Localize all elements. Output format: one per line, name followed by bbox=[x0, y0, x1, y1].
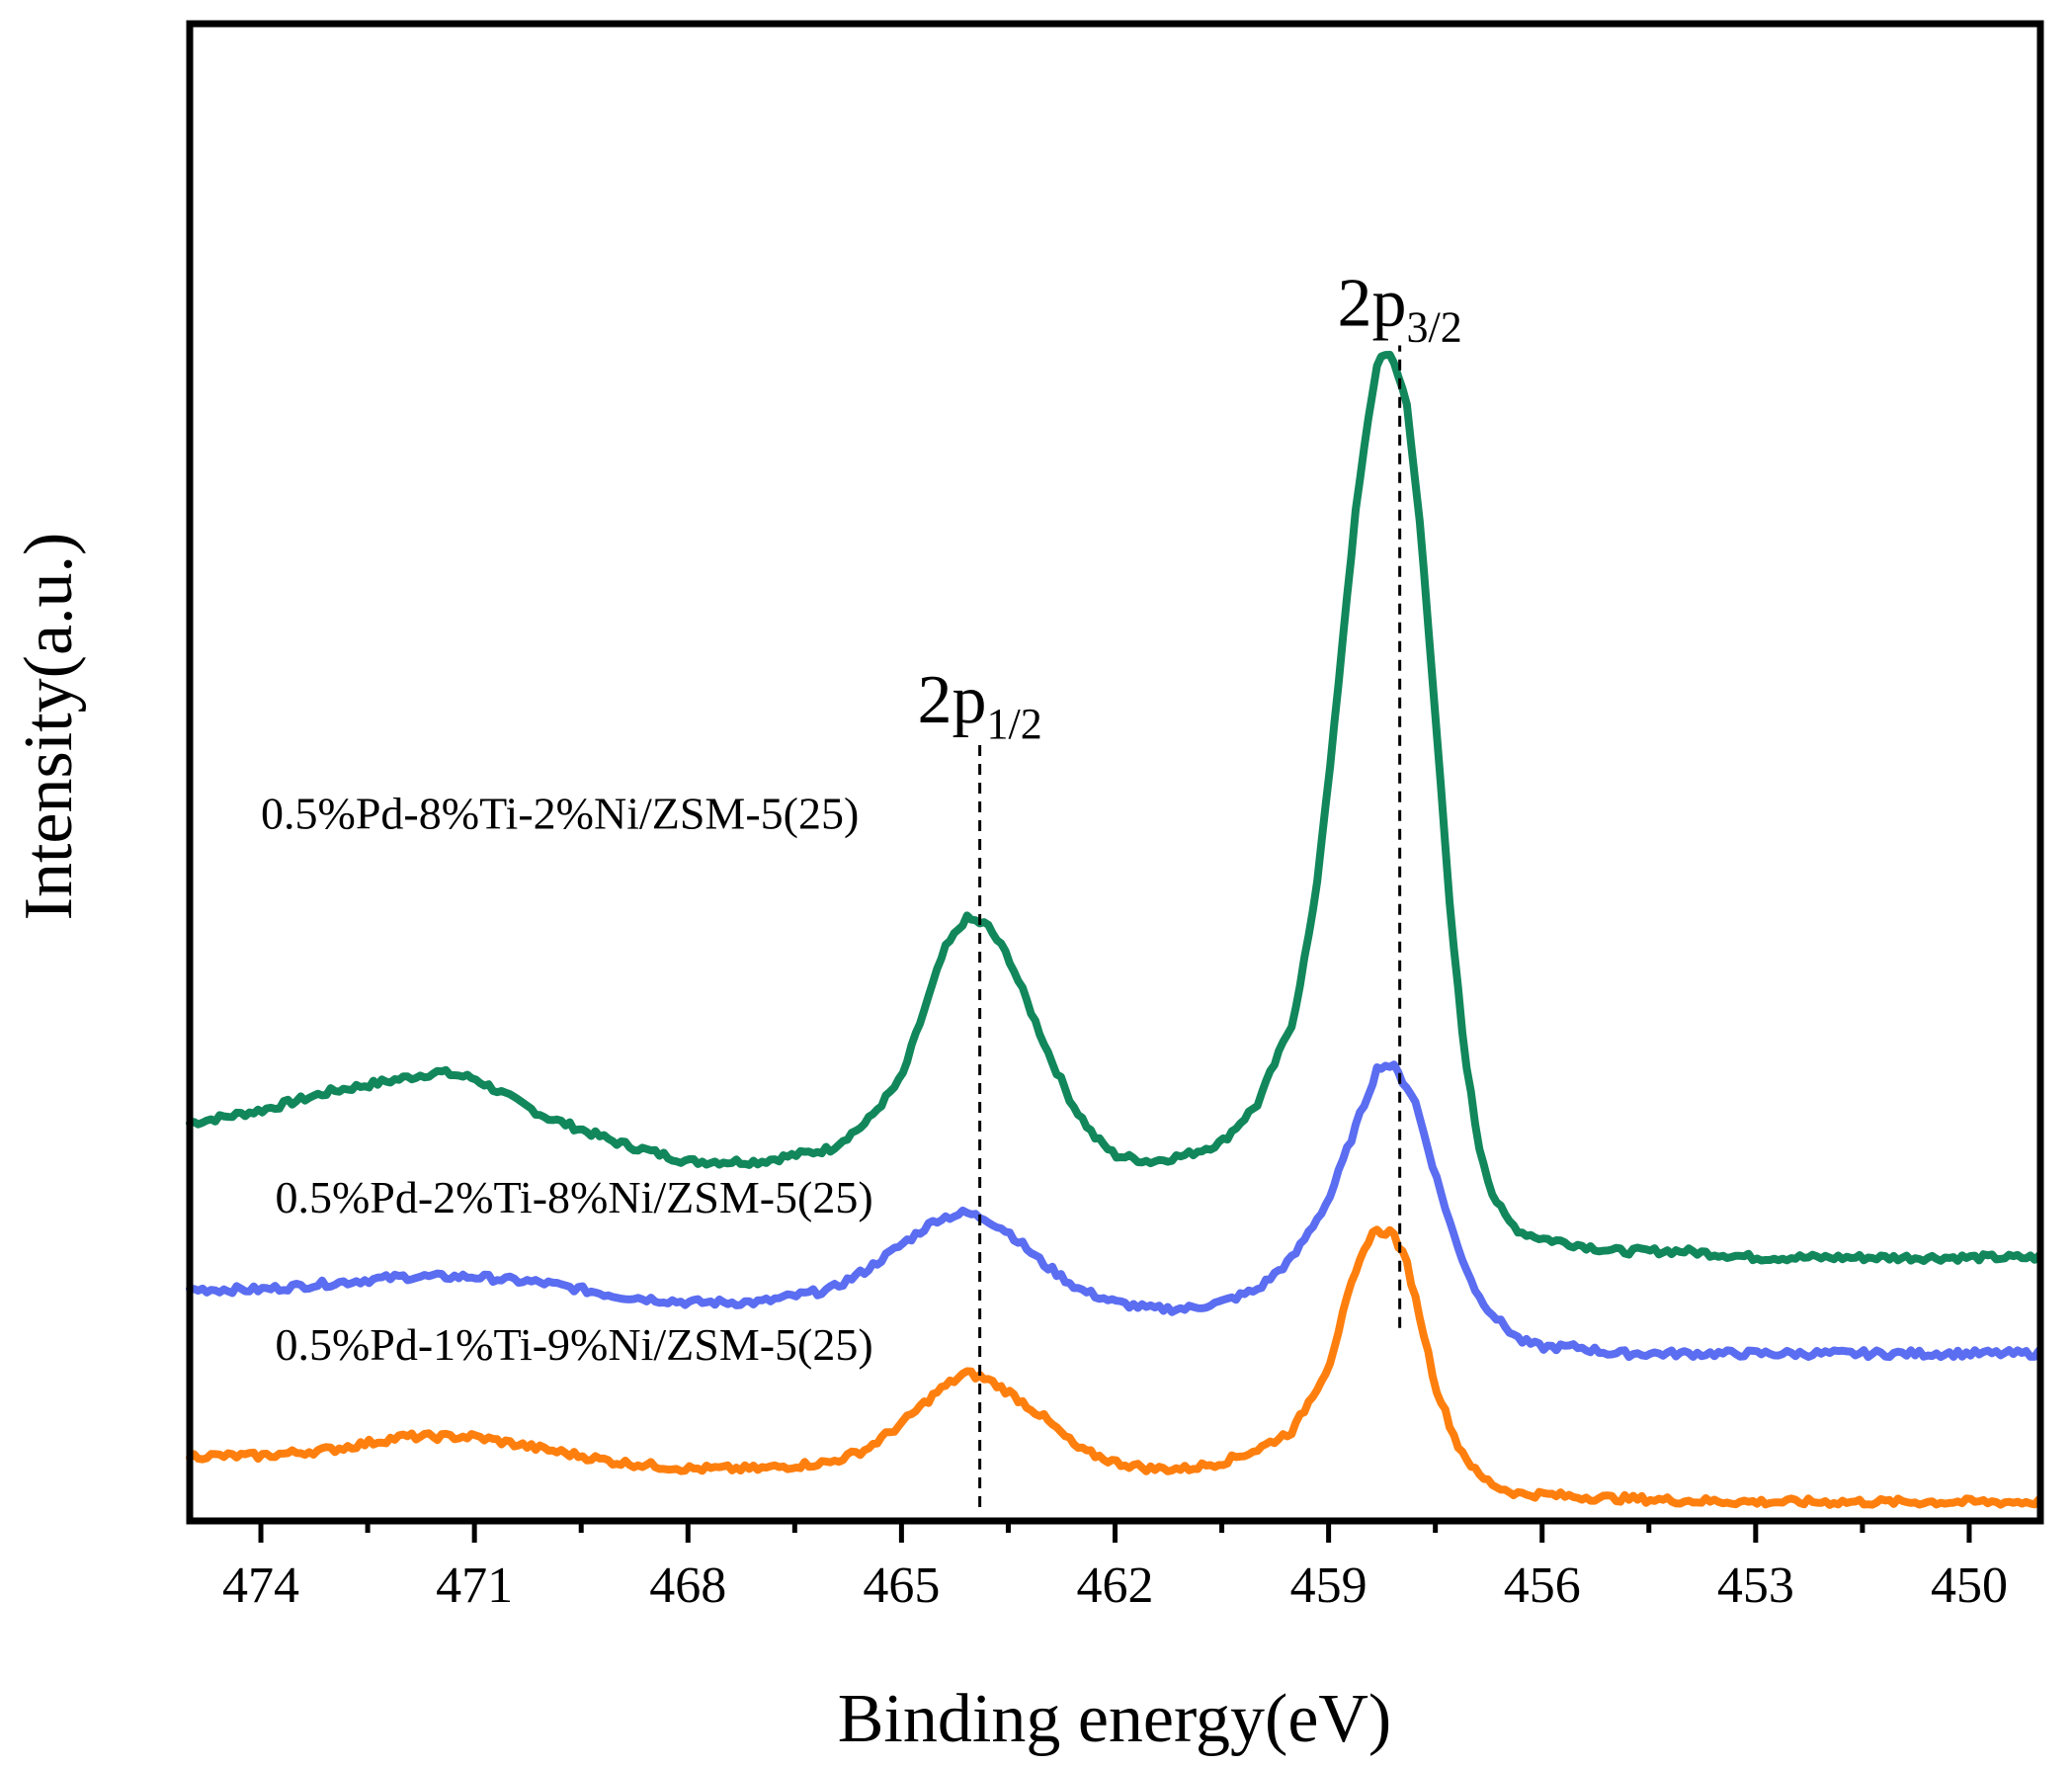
x-tick-label: 450 bbox=[1931, 1557, 2008, 1614]
series-line-2 bbox=[186, 1225, 2043, 1509]
series-label-1: 0.5%Pd-2%Ti-8%Ni/ZSM-5(25) bbox=[275, 1172, 872, 1222]
series-label-2: 0.5%Pd-1%Ti-9%Ni/ZSM-5(25) bbox=[275, 1319, 872, 1370]
x-axis-ticks bbox=[258, 1521, 1972, 1543]
x-axis-tick-labels: 474 471 468 465 462 459 456 453 450 bbox=[222, 1557, 2008, 1614]
x-tick-label: 462 bbox=[1077, 1557, 1154, 1614]
reference-lines bbox=[978, 345, 1402, 1507]
series-layer bbox=[186, 351, 2043, 1509]
x-tick-label: 456 bbox=[1504, 1557, 1581, 1614]
x-tick-label: 468 bbox=[649, 1557, 726, 1614]
peak-annotation-0: 2p1/2 bbox=[918, 662, 1042, 748]
peak-annotation-1: 2p3/2 bbox=[1338, 266, 1462, 352]
peak-annotations: 2p1/2 2p3/2 bbox=[918, 266, 1462, 748]
x-tick-label: 453 bbox=[1717, 1557, 1794, 1614]
x-tick-label: 471 bbox=[436, 1557, 513, 1614]
series-line-0 bbox=[186, 351, 2043, 1265]
x-tick-label: 474 bbox=[222, 1557, 299, 1614]
x-tick-label: 459 bbox=[1290, 1557, 1368, 1614]
y-axis-label: Intensity(a.u.) bbox=[11, 533, 87, 921]
series-line-1 bbox=[186, 1060, 2043, 1362]
series-labels: 0.5%Pd-8%Ti-2%Ni/ZSM-5(25) 0.5%Pd-2%Ti-8%… bbox=[261, 789, 873, 1370]
x-axis-label: Binding energy(eV) bbox=[838, 1681, 1392, 1757]
series-label-0: 0.5%Pd-8%Ti-2%Ni/ZSM-5(25) bbox=[261, 789, 859, 839]
x-tick-label: 465 bbox=[863, 1557, 940, 1614]
